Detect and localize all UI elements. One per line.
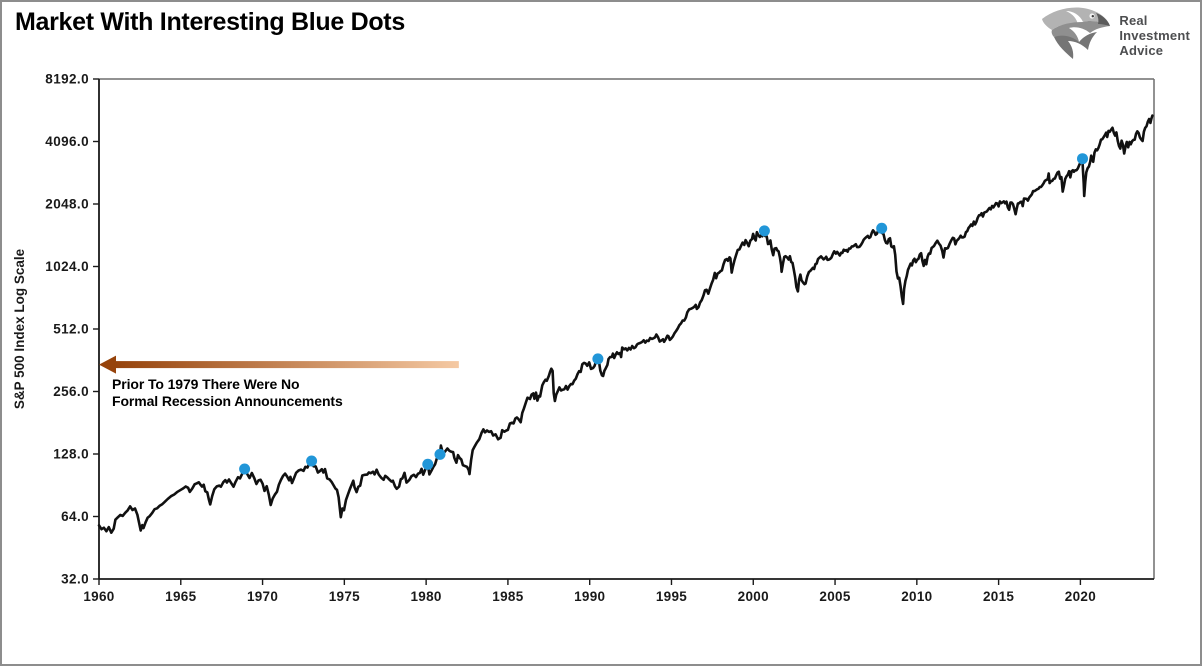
y-tick-label: 32.0 [61, 572, 89, 587]
x-tick-label: 1980 [411, 589, 442, 604]
recession-dot [306, 455, 318, 467]
x-tick-label: 1960 [83, 589, 114, 604]
recession-dot [758, 225, 770, 237]
recession-dot [422, 458, 434, 470]
annotation-line-1: Prior To 1979 There Were No [112, 376, 300, 392]
x-tick-label: 1985 [492, 589, 523, 604]
recession-dot [1077, 153, 1088, 165]
y-tick-label: 2048.0 [45, 197, 89, 212]
y-tick-label: 4096.0 [45, 134, 89, 149]
brand-name-line: Advice [1119, 43, 1164, 58]
recession-dot [592, 353, 604, 365]
annotation-arrow-head [99, 355, 116, 374]
x-tick-label: 1970 [247, 589, 278, 604]
brand-name-line: Investment [1119, 28, 1190, 43]
y-tick-label: 64.0 [61, 509, 89, 524]
y-tick-label: 512.0 [53, 322, 89, 337]
annotation-line-2: Formal Recession Announcements [112, 392, 343, 409]
y-tick-label: 256.0 [53, 384, 89, 399]
y-tick-label: 1024.0 [45, 259, 89, 274]
x-tick-label: 1975 [329, 589, 360, 604]
x-tick-label: 2000 [738, 589, 769, 604]
y-tick-label: 8192.0 [45, 72, 89, 87]
brand-name: Real Investment Advice [1119, 13, 1190, 58]
eagle-icon [1040, 5, 1112, 66]
x-tick-label: 2010 [901, 589, 932, 604]
y-tick-label: 128.0 [53, 447, 89, 462]
recession-dot [239, 463, 251, 475]
x-tick-label: 1965 [165, 589, 196, 604]
chart-title: Market With Interesting Blue Dots [15, 8, 405, 36]
annotation-arrow-body [116, 361, 459, 369]
price-line [97, 114, 1154, 535]
x-tick-label: 2005 [819, 589, 850, 604]
x-tick-label: 1990 [574, 589, 605, 604]
recession-dot [434, 448, 446, 460]
y-axis-title: S&P 500 Index Log Scale [12, 248, 27, 409]
recession-dot [876, 222, 888, 234]
recession-annotation: Prior To 1979 There Were No Formal Reces… [112, 376, 343, 409]
brand-name-line: Real [1119, 13, 1148, 28]
brand-logo: Real Investment Advice [1040, 5, 1190, 66]
x-tick-label: 2015 [983, 589, 1014, 604]
x-tick-label: 2020 [1065, 589, 1096, 604]
x-tick-label: 1995 [656, 589, 687, 604]
